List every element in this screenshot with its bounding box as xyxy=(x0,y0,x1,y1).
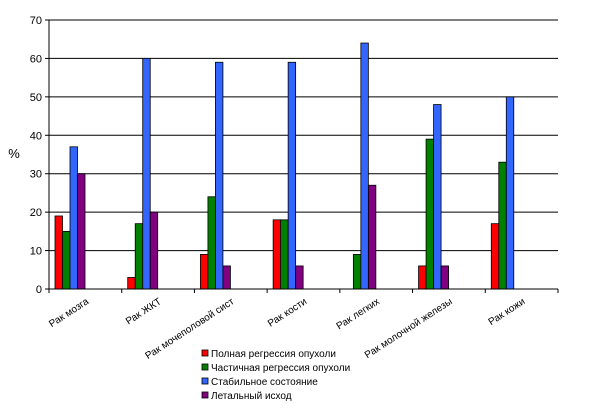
x-axis-ticks xyxy=(48,289,559,293)
bars xyxy=(54,42,515,290)
bar xyxy=(498,161,507,290)
bar xyxy=(295,265,304,290)
bar xyxy=(352,254,362,290)
bar xyxy=(127,277,136,290)
bar xyxy=(134,223,144,290)
bar xyxy=(272,219,282,290)
category-label: Рак легких xyxy=(335,296,382,332)
legend-swatch xyxy=(201,363,209,371)
bar xyxy=(222,265,231,290)
legend-label: Стабильное состояние xyxy=(211,376,318,388)
bar xyxy=(142,58,151,290)
legend: Полная регрессия опухоли Частичная регрес… xyxy=(201,349,350,402)
y-axis-ticks: 0 10 20 30 40 50 60 70 xyxy=(30,15,49,296)
y-tick-label: 40 xyxy=(30,130,42,142)
legend-swatch xyxy=(201,349,209,357)
bar xyxy=(54,215,63,290)
bar xyxy=(62,230,71,290)
y-tick-label: 10 xyxy=(30,246,42,258)
bar xyxy=(433,104,442,290)
bar xyxy=(505,96,515,290)
legend-label: Полная регрессия опухоли xyxy=(211,349,336,360)
bar xyxy=(77,173,86,290)
category-label: Рак кости xyxy=(266,296,309,329)
y-axis-label: % xyxy=(8,146,20,161)
category-label: Рак мозга xyxy=(47,296,91,330)
y-tick-label: 20 xyxy=(30,207,42,219)
bar xyxy=(360,42,369,290)
bar xyxy=(367,184,377,290)
bar xyxy=(215,61,224,290)
bar xyxy=(280,219,289,290)
legend-label: Летальный исход xyxy=(211,391,292,402)
bar xyxy=(287,61,297,290)
y-tick-label: 0 xyxy=(36,284,42,296)
bar xyxy=(440,265,449,290)
y-tick-label: 30 xyxy=(30,169,42,181)
legend-swatch xyxy=(201,377,209,385)
category-label: Рак кожи xyxy=(487,296,528,328)
y-tick-label: 50 xyxy=(30,92,42,104)
bar xyxy=(149,211,159,290)
category-label: Рак ЖКТ xyxy=(124,296,164,327)
bar xyxy=(200,254,209,290)
legend-swatch xyxy=(201,391,209,399)
y-tick-label: 70 xyxy=(30,15,42,27)
bar xyxy=(490,223,500,290)
bar xyxy=(418,265,427,290)
bar xyxy=(425,138,434,290)
y-tick-label: 60 xyxy=(30,53,42,65)
gridlines xyxy=(49,19,558,252)
legend-label: Частичная регрессия опухоли xyxy=(211,363,350,374)
bar xyxy=(207,196,216,290)
bar xyxy=(69,146,78,290)
